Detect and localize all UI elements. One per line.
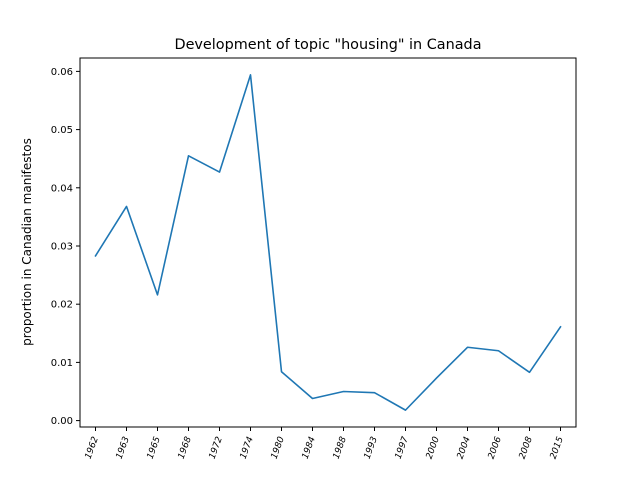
y-tick-label: 0.01 [51, 358, 73, 369]
axes-frame [79, 57, 577, 428]
y-tick-label: 0.03 [51, 241, 73, 252]
y-tick-label: 0.00 [51, 416, 73, 427]
y-axis-label: proportion in Canadian manifestos [20, 138, 34, 346]
series-line-0 [94, 74, 562, 411]
y-tick-label: 0.04 [51, 183, 73, 194]
y-tick-label: 0.02 [51, 300, 73, 311]
y-tick-label: 0.05 [51, 125, 73, 136]
y-tick-label: 0.06 [51, 67, 73, 78]
chart-title: Development of topic "housing" in Canada [174, 37, 481, 53]
